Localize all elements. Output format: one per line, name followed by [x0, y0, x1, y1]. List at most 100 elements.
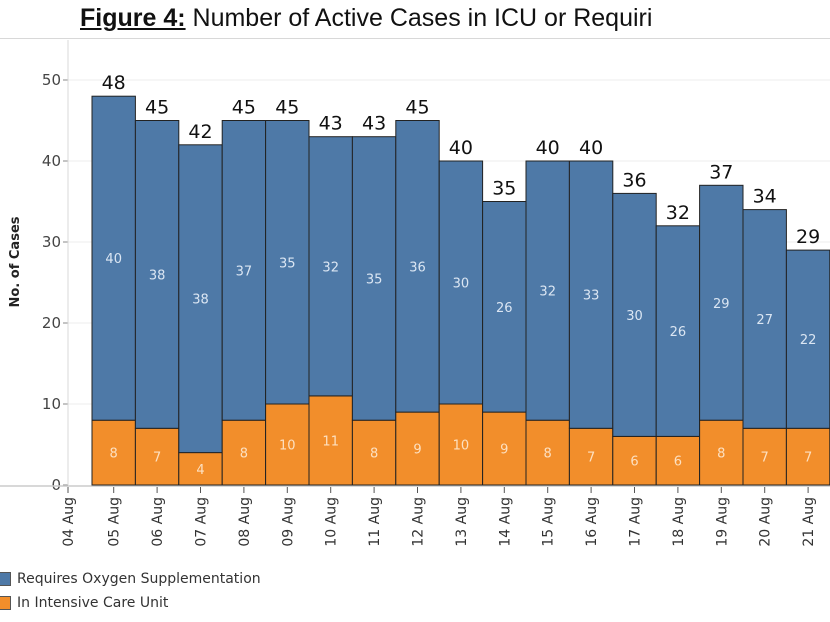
legend-swatch-icu: [0, 596, 11, 610]
bar-icu: [612, 435, 657, 486]
label-oxygen: 27: [756, 313, 773, 328]
label-icu: 4: [196, 463, 204, 478]
label-icu: 8: [544, 447, 552, 462]
y-tick-label: 50: [42, 71, 61, 89]
label-icu: 7: [761, 451, 769, 466]
bar-icu: [438, 403, 484, 486]
label-total: 36: [622, 169, 646, 191]
bar-icu: [482, 411, 527, 486]
label-total: 45: [275, 97, 299, 119]
bar-icu: [568, 427, 614, 486]
x-tick-label: 08 Aug: [237, 497, 253, 547]
x-tick-label: 17 Aug: [628, 497, 644, 547]
bar-oxygen: [525, 160, 570, 421]
axes: 0 10 20 30 40 50 04 Aug 05 Aug 06 Aug 07 Aug 08 Au…: [0, 40, 830, 547]
data-labels: 8404873845438428374510354511324383543936…: [102, 72, 821, 478]
legend-label-icu: In Intensive Care Unit: [17, 595, 169, 611]
bar-oxygen: [655, 225, 701, 437]
legend-item-icu: In Intensive Care Unit: [0, 595, 168, 611]
label-icu: 6: [630, 455, 638, 470]
x-tick-label: 04 Aug: [61, 497, 77, 547]
label-oxygen: 32: [322, 260, 339, 275]
label-oxygen: 38: [149, 268, 166, 283]
legend-label-oxygen: Requires Oxygen Supplementation: [17, 571, 261, 587]
bar-icu: [785, 427, 830, 486]
label-icu: 9: [413, 443, 421, 458]
label-total: 45: [145, 97, 169, 119]
bar-icu: [221, 419, 267, 486]
x-tick-label: 11 Aug: [367, 497, 383, 547]
x-tick-label: 09 Aug: [280, 497, 296, 547]
label-icu: 8: [110, 447, 118, 462]
label-icu: 7: [804, 451, 812, 466]
bar-icu: [178, 452, 223, 486]
label-oxygen: 36: [409, 260, 426, 275]
y-tick-label: 20: [42, 314, 61, 332]
label-oxygen: 35: [366, 272, 383, 287]
x-tick-label: 05 Aug: [107, 497, 123, 547]
label-oxygen: 22: [800, 333, 817, 348]
title-divider: [0, 38, 830, 39]
label-total: 43: [319, 113, 343, 135]
bar-oxygen: [742, 209, 787, 429]
label-total: 48: [102, 72, 126, 94]
legend-swatch-oxygen: [0, 572, 11, 586]
x-tick-label: 14 Aug: [497, 497, 513, 547]
label-total: 42: [188, 121, 212, 143]
label-icu: 8: [717, 447, 725, 462]
x-tick-label: 12 Aug: [411, 497, 427, 547]
bar-oxygen: [395, 120, 440, 413]
x-tick-label: 18 Aug: [671, 497, 687, 547]
y-tick-label: 40: [42, 152, 61, 170]
bar-icu: [742, 427, 787, 486]
label-total: 40: [579, 137, 603, 159]
label-total: 32: [666, 202, 690, 224]
label-total: 40: [536, 137, 560, 159]
label-icu: 8: [370, 447, 378, 462]
label-icu: 8: [240, 447, 248, 462]
x-tick-label: 20 Aug: [758, 497, 774, 547]
bar-oxygen: [438, 160, 484, 405]
bar-oxygen: [221, 120, 267, 421]
label-oxygen: 33: [583, 289, 600, 304]
bar-icu: [134, 427, 180, 486]
y-tick-label: 0: [51, 476, 61, 494]
label-icu: 10: [279, 439, 296, 454]
bar-icu: [699, 419, 744, 486]
bars: [91, 95, 830, 486]
label-oxygen: 30: [453, 277, 470, 292]
bar-oxygen: [91, 95, 136, 421]
label-oxygen: 40: [105, 252, 122, 267]
y-axis-label: No. of Cases: [8, 216, 23, 307]
label-total: 35: [492, 178, 516, 200]
bar-oxygen: [351, 136, 397, 421]
y-tick-label: 10: [42, 395, 61, 413]
label-total: 34: [753, 186, 777, 208]
x-tick-label: 13 Aug: [454, 497, 470, 547]
bar-icu: [655, 435, 701, 486]
bar-oxygen: [134, 120, 180, 429]
legend-item-oxygen: Requires Oxygen Supplementation: [0, 571, 261, 587]
bar-icu: [265, 403, 310, 486]
label-oxygen: 35: [279, 256, 296, 271]
bar-oxygen: [612, 192, 657, 437]
label-total: 29: [796, 226, 820, 248]
chart-title: Figure 4: Number of Active Cases in ICU …: [80, 4, 652, 33]
bar-oxygen: [308, 136, 353, 397]
y-tick-label: 30: [42, 233, 61, 251]
bar-oxygen: [265, 120, 310, 405]
label-oxygen: 30: [626, 309, 643, 324]
label-icu: 11: [322, 434, 339, 449]
x-tick-label: 07 Aug: [194, 497, 210, 547]
label-icu: 6: [674, 455, 682, 470]
label-total: 40: [449, 137, 473, 159]
label-oxygen: 37: [236, 264, 253, 279]
label-oxygen: 29: [713, 297, 730, 312]
figure-number: Figure 4:: [80, 4, 186, 32]
label-oxygen: 38: [192, 293, 209, 308]
label-total: 45: [232, 97, 256, 119]
x-tick-label: 16 Aug: [584, 497, 600, 547]
label-icu: 7: [587, 451, 595, 466]
label-oxygen: 32: [539, 285, 556, 300]
x-tick-label: 21 Aug: [801, 497, 817, 547]
